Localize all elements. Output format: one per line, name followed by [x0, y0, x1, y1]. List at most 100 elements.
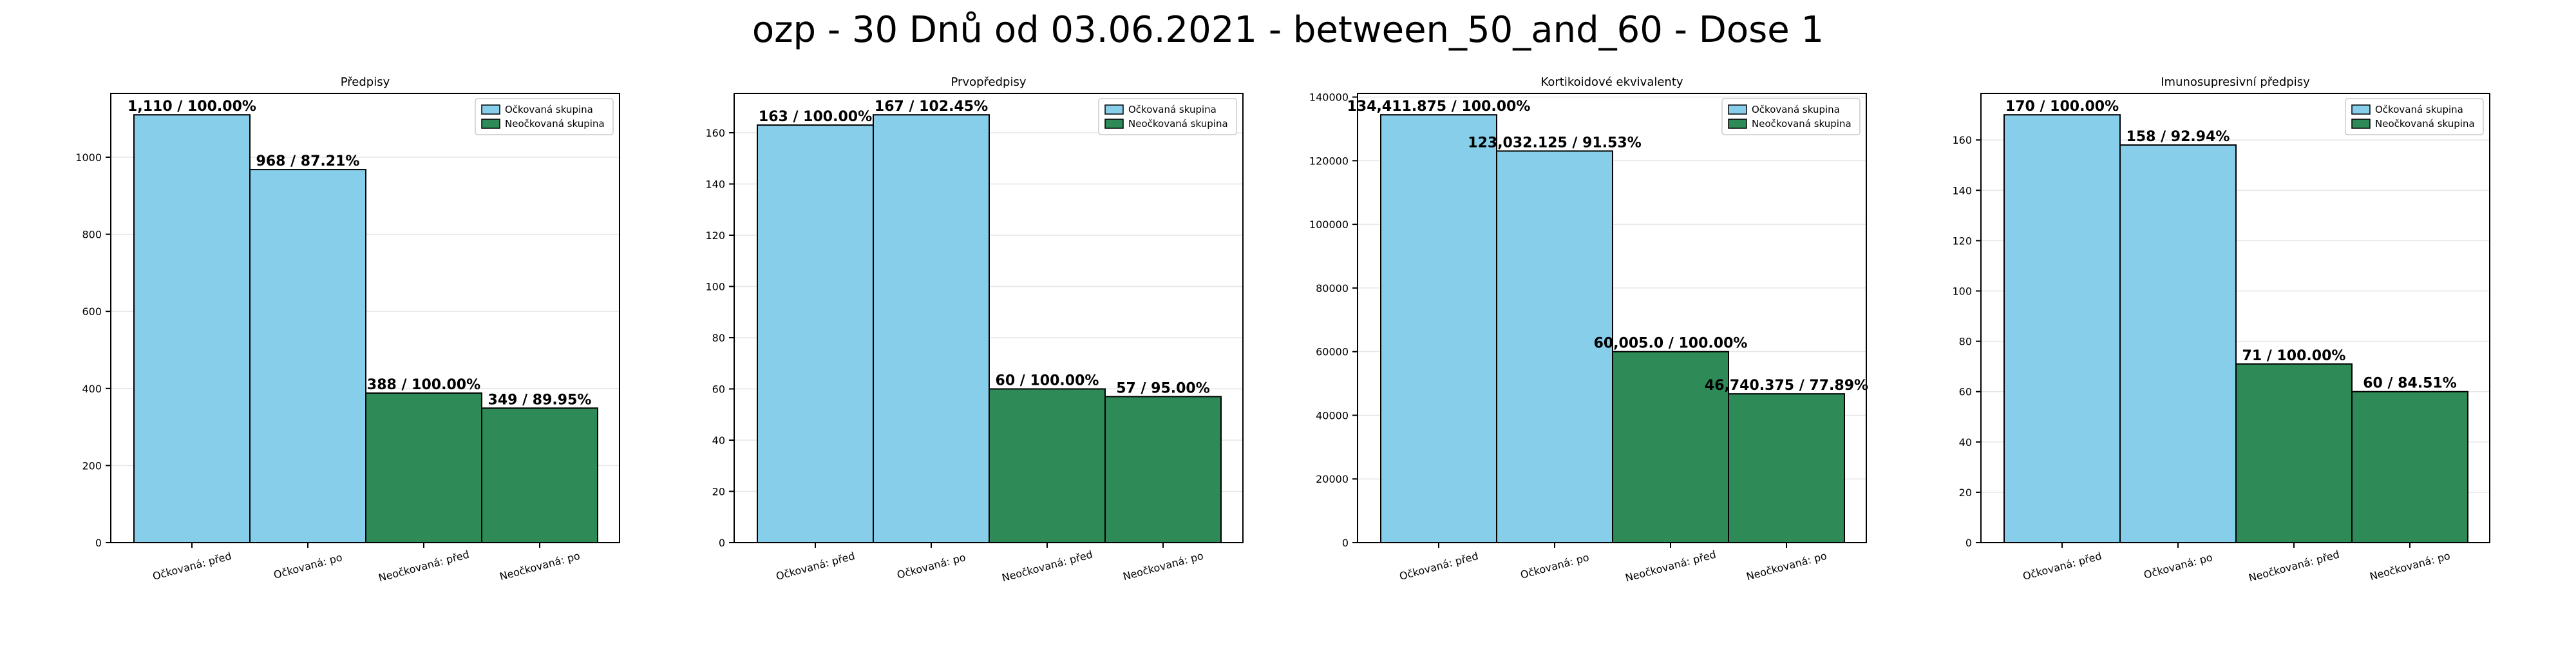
x-tick-label: Neočkovaná: před	[1624, 548, 1718, 584]
x-tick-label: Neočkovaná: před	[377, 548, 471, 584]
y-tick-label: 40000	[1316, 409, 1349, 421]
bar	[2119, 144, 2237, 544]
y-tick-label: 80	[712, 332, 725, 344]
bar	[1496, 150, 1613, 543]
legend-swatch	[2351, 104, 2371, 115]
y-tick-label: 80	[1959, 336, 1972, 348]
legend-swatch	[1104, 119, 1124, 129]
y-tick-label: 20000	[1316, 473, 1349, 485]
x-tick-label: Neočkovaná: před	[2248, 548, 2341, 584]
y-tick-label: 0	[1965, 537, 1972, 549]
y-tick-label: 140	[705, 179, 725, 191]
y-tick-label: 120	[705, 229, 725, 242]
bar	[757, 124, 874, 544]
data-label: 158 / 92.94%	[2126, 129, 2230, 145]
x-tick-label: Očkovaná: před	[2022, 550, 2103, 583]
chart-title: Předpisy	[341, 75, 390, 89]
chart-title: Kortikoidové ekvivalenty	[1540, 75, 1683, 89]
legend-label: Neočkovaná skupina	[1752, 118, 1852, 130]
x-tick-label: Neočkovaná: před	[1001, 548, 1094, 584]
y-tick-label: 160	[1952, 134, 1972, 146]
x-tick-label: Očkovaná: před	[151, 550, 233, 583]
bar	[249, 169, 366, 544]
data-label: 968 / 87.21%	[256, 153, 360, 169]
y-tick-label: 0	[95, 537, 102, 549]
axes-frame	[1980, 93, 2490, 543]
y-tick-label: 600	[82, 305, 102, 318]
bar	[2003, 114, 2121, 543]
y-tick-label: 140	[1952, 184, 1972, 197]
y-tick-label: 40	[712, 434, 725, 447]
bar	[133, 114, 251, 543]
y-tick-label: 1000	[75, 151, 102, 164]
y-tick-label: 60000	[1316, 346, 1349, 358]
chart-title: Prvopředpisy	[951, 75, 1027, 89]
legend-box	[475, 98, 614, 135]
legend-label: Očkovaná skupina	[1752, 104, 1840, 115]
y-tick-label: 100	[705, 281, 725, 293]
x-tick-label: Očkovaná: po	[896, 551, 967, 581]
y-tick-label: 160	[705, 127, 725, 139]
legend-swatch	[481, 104, 500, 115]
legend-label: Neočkovaná skupina	[505, 118, 605, 130]
data-label: 163 / 100.00%	[759, 109, 872, 125]
x-tick-label: Očkovaná: po	[272, 551, 344, 581]
x-tick-label: Neočkovaná: po	[1745, 550, 1828, 583]
y-tick-label: 140000	[1309, 92, 1349, 104]
legend-label: Očkovaná skupina	[505, 104, 593, 115]
axes-frame	[1357, 93, 1867, 543]
chart-panel-2: 0 20 40 60 80 100 120 140 160 Očkovaná: před Očkov…	[705, 75, 1244, 584]
bar	[873, 114, 990, 543]
bar	[989, 388, 1106, 543]
legend-label: Neočkovaná skupina	[1128, 118, 1228, 130]
bar	[2235, 363, 2353, 543]
y-tick-label: 60	[1959, 386, 1972, 398]
figure-title: ozp - 30 Dnů od 03.06.2021 - between_50_…	[752, 9, 1824, 51]
bar	[1104, 396, 1222, 544]
legend-swatch	[481, 119, 500, 129]
legend-box	[1721, 98, 1861, 135]
legend-label: Očkovaná skupina	[1128, 104, 1217, 115]
x-tick-label: Očkovaná: před	[775, 550, 857, 583]
bar	[2351, 391, 2468, 544]
data-label: 1,110 / 100.00%	[128, 99, 256, 115]
data-label: 349 / 89.95%	[488, 392, 592, 408]
y-tick-label: 60	[712, 383, 725, 396]
x-tick-label: Očkovaná: před	[1398, 550, 1480, 583]
x-tick-label: Neočkovaná: po	[2369, 550, 2452, 583]
legend-swatch	[2351, 119, 2371, 129]
data-label: 60 / 100.00%	[996, 373, 1099, 389]
data-label: 170 / 100.00%	[2005, 99, 2119, 115]
chart-panel-1: 0 200 400 600 800 1000 Očkovaná: před Očkovaná:…	[75, 75, 620, 584]
y-tick-label: 20	[1959, 487, 1972, 499]
data-label: 71 / 100.00%	[2242, 348, 2346, 364]
data-label: 57 / 95.00%	[1116, 380, 1210, 396]
y-tick-label: 800	[82, 229, 102, 241]
chart-panel-4: 0 20 40 60 80 100 120 140 160 Očkovaná: před Očkov…	[1952, 75, 2490, 584]
legend-swatch	[1104, 104, 1124, 115]
legend-swatch	[1728, 104, 1747, 115]
legend-box	[2345, 98, 2484, 135]
data-label: 388 / 100.00%	[367, 377, 480, 393]
bar	[1728, 393, 1845, 544]
y-tick-label: 100	[1952, 285, 1972, 298]
legend-label: Neočkovaná skupina	[2375, 118, 2475, 130]
x-tick-label: Neočkovaná: po	[498, 550, 582, 583]
y-tick-label: 20	[712, 486, 725, 498]
y-tick-label: 0	[1342, 537, 1349, 549]
y-tick-label: 100000	[1309, 218, 1349, 231]
y-tick-label: 120000	[1309, 155, 1349, 167]
bar	[1380, 114, 1497, 544]
chart-title: Imunosupresivní předpisy	[2161, 75, 2310, 89]
data-label: 134,411.875 / 100.00%	[1347, 99, 1531, 115]
data-label: 167 / 102.45%	[875, 99, 988, 115]
y-tick-label: 200	[82, 459, 102, 472]
legend-label: Očkovaná skupina	[2375, 104, 2463, 115]
y-tick-label: 120	[1952, 235, 1972, 247]
x-tick-label: Očkovaná: po	[1519, 551, 1591, 581]
x-tick-label: Neočkovaná: po	[1122, 550, 1205, 583]
data-label: 60 / 84.51%	[2363, 376, 2457, 392]
legend-swatch	[1728, 119, 1747, 129]
